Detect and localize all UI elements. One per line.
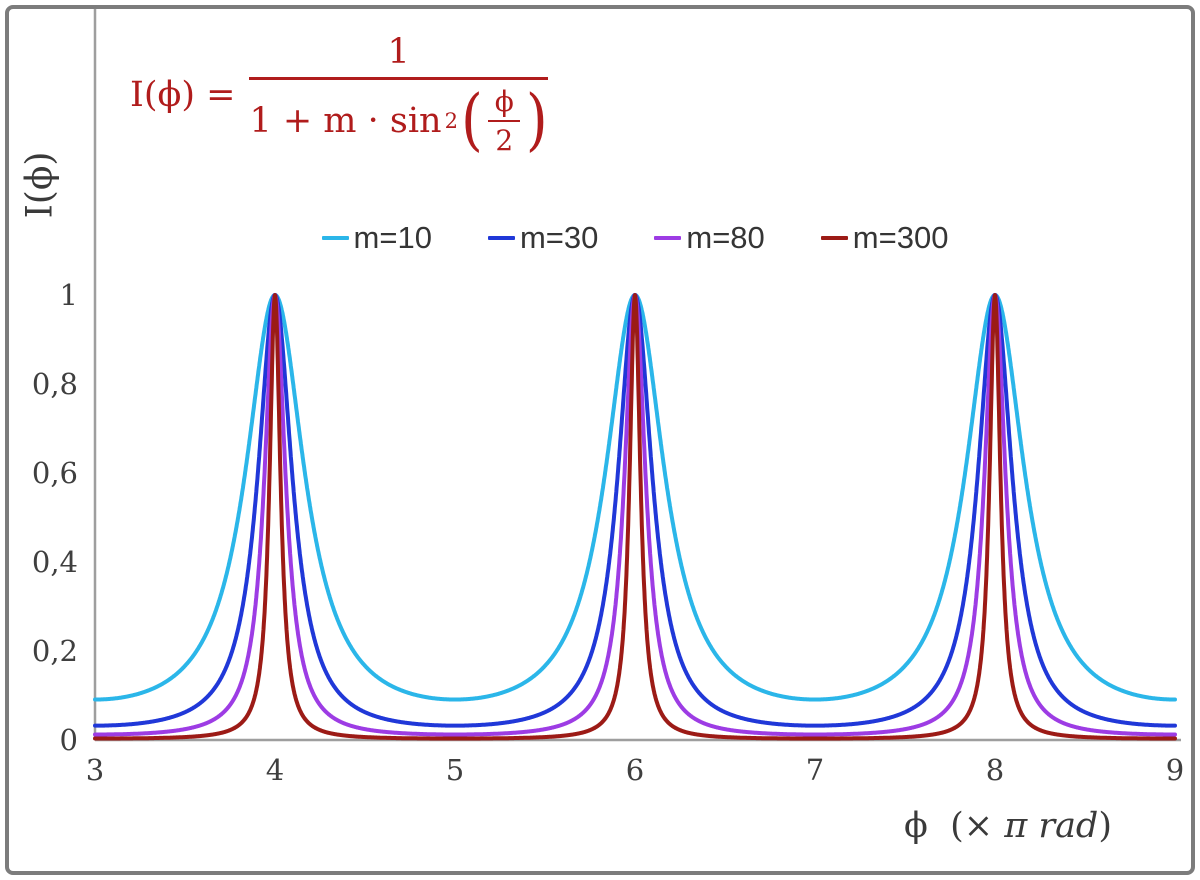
legend-item-m=10: m=10: [321, 220, 432, 256]
chart-legend: m=10 m=30 m=80 m=300: [95, 220, 1175, 256]
legend-label: m=10: [353, 220, 432, 255]
legend-line-icon: [321, 236, 349, 240]
close-paren: ): [525, 81, 548, 160]
x-tick-label: 4: [266, 753, 284, 787]
legend-item-m=30: m=30: [487, 220, 599, 256]
formula-numerator: 1: [387, 32, 410, 72]
formula-lhs: I(ϕ) =: [130, 74, 236, 115]
x-tick-label: 3: [86, 753, 104, 787]
legend-line-icon: [820, 236, 848, 240]
y-tick-label: 0: [60, 723, 78, 757]
x-tick-label: 8: [986, 753, 1004, 787]
x-axis-title-close: ): [1098, 806, 1112, 846]
open-paren: (: [460, 81, 483, 160]
curve-m=80: [93, 293, 1177, 737]
formula-denominator-text: 1 + m · sin: [249, 101, 442, 141]
y-tick-label: 0,6: [32, 456, 78, 490]
y-tick-label: 0,4: [32, 545, 78, 579]
y-axis-title: I(ϕ): [19, 151, 61, 219]
x-tick-label: 5: [446, 753, 464, 787]
legend-item-m=80: m=80: [654, 220, 765, 256]
formula: I(ϕ) = 1 1 + m · sin 2(ϕ 2): [130, 32, 548, 157]
x-tick-label: 9: [1166, 753, 1184, 787]
curve-m=300: [93, 293, 1177, 741]
legend-label: m=80: [686, 220, 765, 255]
curve-m=30: [93, 293, 1177, 728]
y-tick-label: 0,2: [32, 634, 78, 668]
legend-label: m=300: [852, 220, 949, 255]
x-axis-title-unit: π rad: [1004, 806, 1099, 846]
legend-line-icon: [654, 236, 682, 240]
x-axis-title-symbol: ϕ (×: [903, 806, 1005, 846]
y-tick-label: 0,8: [32, 367, 78, 401]
legend-line-icon: [487, 236, 515, 240]
formula-fraction: 1 1 + m · sin 2(ϕ 2): [249, 32, 548, 160]
legend-item-m=300: m=300: [820, 220, 949, 256]
formula-denominator: 1 + m · sin 2(ϕ 2): [249, 77, 548, 160]
formula-inner-numerator: ϕ: [494, 85, 514, 118]
x-tick-label: 7: [806, 753, 824, 787]
y-tick-label: 1: [60, 278, 78, 312]
x-tick-label: 6: [626, 753, 644, 787]
x-axis-title: ϕ (× π rad): [904, 806, 1112, 846]
legend-label: m=30: [519, 220, 599, 255]
formula-inner-denominator: 2: [488, 120, 521, 157]
